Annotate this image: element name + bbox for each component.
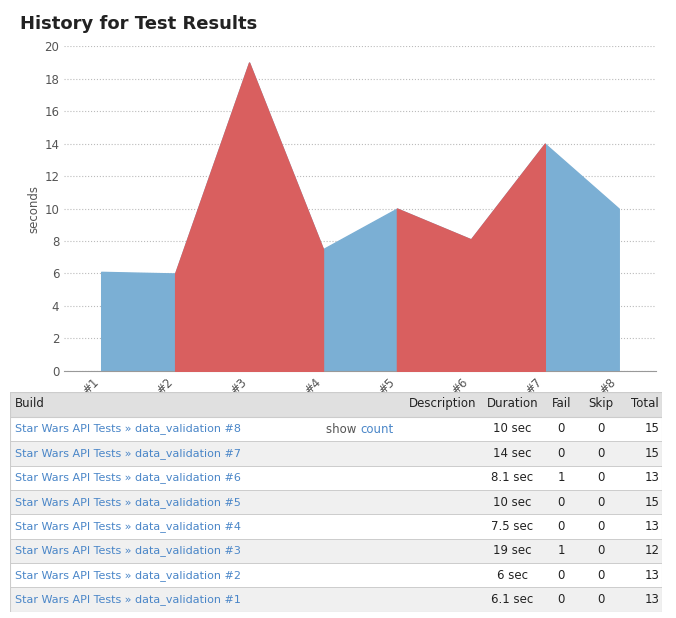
Text: 13: 13 [644,569,659,582]
Text: 19 sec: 19 sec [493,544,532,557]
Text: 0: 0 [597,593,604,606]
FancyBboxPatch shape [10,392,662,417]
Text: 14 sec: 14 sec [493,447,532,460]
Text: 10 sec: 10 sec [493,496,531,509]
FancyBboxPatch shape [10,563,662,588]
Text: 0: 0 [597,544,604,557]
Text: 13: 13 [644,520,659,533]
Text: 1: 1 [558,544,565,557]
Text: 13: 13 [644,472,659,485]
Text: Star Wars API Tests » data_validation #2: Star Wars API Tests » data_validation #2 [16,570,241,581]
Text: 0: 0 [558,447,565,460]
Text: Duration: Duration [487,397,538,410]
Text: Description: Description [408,397,476,410]
Text: 12: 12 [644,544,659,557]
Text: show: show [326,423,360,436]
Text: 0: 0 [558,423,565,436]
Text: 0: 0 [597,569,604,582]
Text: 13: 13 [644,593,659,606]
Text: 0: 0 [558,569,565,582]
FancyBboxPatch shape [10,441,662,465]
FancyBboxPatch shape [10,539,662,563]
FancyBboxPatch shape [10,490,662,514]
Text: 15: 15 [644,447,659,460]
Text: 6 sec: 6 sec [497,569,528,582]
Text: 0: 0 [597,496,604,509]
Text: Star Wars API Tests » data_validation #1: Star Wars API Tests » data_validation #1 [16,594,241,605]
Text: 0: 0 [597,423,604,436]
Text: History for Test Results: History for Test Results [20,15,258,33]
Text: Star Wars API Tests » data_validation #7: Star Wars API Tests » data_validation #7 [16,448,241,459]
FancyBboxPatch shape [10,514,662,539]
Text: Star Wars API Tests » data_validation #8: Star Wars API Tests » data_validation #8 [16,423,241,434]
Text: 0: 0 [558,593,565,606]
Text: 1: 1 [558,472,565,485]
FancyBboxPatch shape [10,465,662,490]
Text: 0: 0 [597,472,604,485]
Text: 0: 0 [558,520,565,533]
Text: Skip: Skip [588,397,613,410]
FancyBboxPatch shape [10,588,662,612]
Text: 6.1 sec: 6.1 sec [491,593,533,606]
Text: 0: 0 [597,447,604,460]
Text: 8.1 sec: 8.1 sec [491,472,533,485]
Text: 15: 15 [644,423,659,436]
Text: 0: 0 [558,496,565,509]
Y-axis label: seconds: seconds [27,185,40,232]
Text: 15: 15 [644,496,659,509]
Text: Total: Total [631,397,659,410]
Text: count: count [360,423,393,436]
FancyBboxPatch shape [10,417,662,441]
Text: 7.5 sec: 7.5 sec [491,520,533,533]
Text: Fail: Fail [552,397,571,410]
Text: 0: 0 [597,520,604,533]
Text: Star Wars API Tests » data_validation #6: Star Wars API Tests » data_validation #6 [16,472,241,483]
Text: Star Wars API Tests » data_validation #5: Star Wars API Tests » data_validation #5 [16,497,241,507]
Text: Star Wars API Tests » data_validation #4: Star Wars API Tests » data_validation #4 [16,521,241,532]
Text: Build: Build [16,397,45,410]
Text: Star Wars API Tests » data_validation #3: Star Wars API Tests » data_validation #3 [16,546,241,556]
Text: 10 sec: 10 sec [493,423,531,436]
